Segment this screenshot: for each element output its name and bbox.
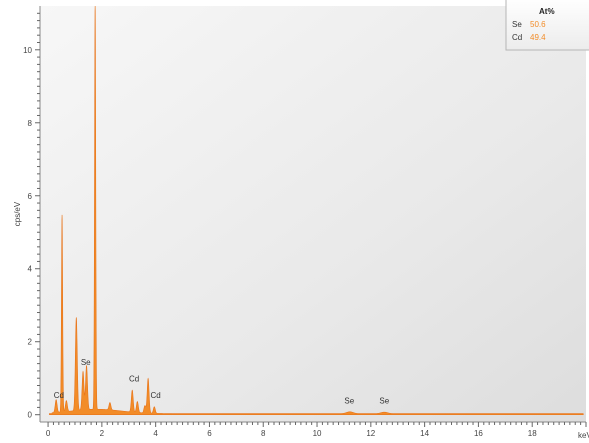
peak-label: Cd <box>151 391 161 400</box>
peak-annotations: Cd Se Cd Cd Se Se <box>54 358 390 405</box>
peak-label: Se <box>379 396 389 405</box>
y-tick-label: 2 <box>28 338 33 347</box>
y-tick-label: 10 <box>23 46 32 55</box>
spectrum-series <box>49 5 584 416</box>
legend-background <box>505 0 589 51</box>
x-tick-label: 14 <box>420 429 429 438</box>
legend-row-cd-value: 49.4 <box>530 33 546 42</box>
x-tick-label: 6 <box>207 429 212 438</box>
x-tick-label: 12 <box>366 429 375 438</box>
y-tick-label: 6 <box>28 192 33 201</box>
x-tick-label: 2 <box>100 429 105 438</box>
peak-label: Se <box>344 396 354 405</box>
legend-row-se-element: Se <box>512 20 522 29</box>
y-axis-title: cps/eV <box>13 201 22 226</box>
x-tick-label: 10 <box>313 429 322 438</box>
y-axis-ticks: 0 2 4 6 8 10 <box>23 12 40 420</box>
x-axis-unit: keV <box>578 431 589 440</box>
x-tick-label: 16 <box>474 429 483 438</box>
legend-box: At% Se 50.6 Cd 49.4 <box>505 0 589 51</box>
peak-label: Cd <box>129 375 139 384</box>
legend-row-se-value: 50.6 <box>530 20 546 29</box>
x-tick-label: 4 <box>153 429 158 438</box>
y-tick-label: 0 <box>28 411 33 420</box>
x-tick-label: 8 <box>261 429 266 438</box>
y-tick-label: 4 <box>28 265 33 274</box>
peak-label: Se <box>81 358 91 367</box>
x-tick-label: 18 <box>528 429 537 438</box>
legend-header: At% <box>539 7 555 16</box>
y-tick-label: 8 <box>28 119 33 128</box>
x-tick-label: 0 <box>46 429 51 438</box>
legend-row-cd-element: Cd <box>512 33 522 42</box>
peak-label: Cd <box>54 391 64 400</box>
plot-area <box>40 6 586 422</box>
x-axis-ticks: 0 2 4 6 8 10 12 14 16 18 <box>46 422 587 438</box>
